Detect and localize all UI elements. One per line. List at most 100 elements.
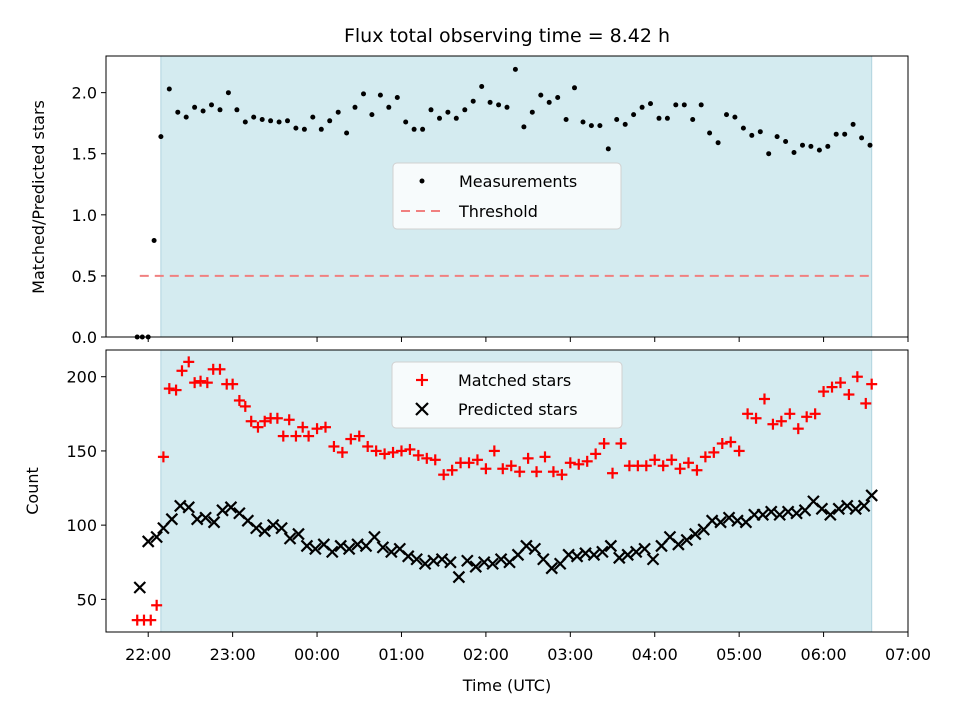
matched-star-point bbox=[387, 446, 399, 458]
y-tick-label: 100 bbox=[66, 516, 97, 535]
x-tick-label: 06:00 bbox=[801, 645, 847, 664]
measurement-point bbox=[285, 118, 290, 124]
bottom-legend: Matched stars Predicted stars bbox=[391, 361, 623, 429]
x-tick-label: 04:00 bbox=[632, 645, 678, 664]
predicted-star-point bbox=[342, 542, 356, 556]
measurement-point bbox=[774, 134, 780, 140]
matched-star-point bbox=[758, 393, 770, 405]
matched-star-point bbox=[201, 377, 213, 389]
top-x-ticks bbox=[147, 337, 909, 342]
measurement-point bbox=[850, 121, 856, 127]
predicted-star-point bbox=[832, 502, 846, 516]
matched-star-point bbox=[851, 371, 863, 383]
predicted-star-point bbox=[865, 489, 878, 502]
measurement-point bbox=[411, 126, 417, 132]
y-tick-label: 200 bbox=[66, 368, 97, 387]
measurement-point bbox=[209, 102, 214, 108]
predicted-star-point bbox=[849, 502, 862, 516]
matched-star-point bbox=[311, 423, 323, 435]
predicted-star-point bbox=[376, 541, 390, 554]
predicted-star-point bbox=[486, 557, 499, 571]
measurement-point bbox=[352, 104, 358, 110]
predicted-star-point bbox=[587, 548, 601, 562]
measurement-point bbox=[369, 112, 375, 118]
measurement-point bbox=[479, 84, 485, 89]
matched-star-point bbox=[446, 464, 458, 476]
matched-star-point bbox=[733, 445, 745, 457]
measurement-point bbox=[605, 146, 611, 152]
matched-star-point bbox=[801, 411, 813, 423]
matched-star-point bbox=[157, 451, 169, 463]
matched-star-point bbox=[742, 408, 754, 420]
predicted-star-point bbox=[815, 502, 829, 516]
matched-star-point bbox=[750, 412, 762, 424]
x-tick-label: 23:00 bbox=[210, 645, 256, 664]
measurement-point bbox=[529, 109, 535, 115]
predicted-star-point bbox=[216, 504, 229, 517]
x-tick-label: 05:00 bbox=[716, 645, 762, 664]
bottom-x-ticks: 22:00 23:00 00:00 01:00 02:00 03:00 04:00 05:00… bbox=[125, 632, 931, 664]
matched-star-point bbox=[657, 460, 669, 472]
matched-star-point bbox=[214, 363, 226, 375]
measurement-point bbox=[166, 86, 172, 92]
matched-star-point bbox=[497, 463, 509, 475]
matched-star-point bbox=[259, 415, 271, 427]
predicted-star-point bbox=[435, 552, 449, 566]
measurement-point bbox=[445, 109, 451, 115]
top-axes-frame bbox=[105, 55, 909, 338]
matched-star-point bbox=[277, 430, 289, 442]
bottom-axes-frame bbox=[105, 349, 909, 633]
measurement-point bbox=[588, 123, 594, 129]
measurement-point bbox=[361, 91, 366, 97]
bottom-legend-box bbox=[391, 361, 623, 429]
measurement-point bbox=[538, 92, 544, 98]
measurement-point bbox=[783, 139, 789, 144]
matched-star-point bbox=[463, 457, 475, 469]
measurement-point bbox=[225, 90, 231, 96]
matched-star-point bbox=[297, 421, 309, 433]
legend-matched-stars: Matched stars bbox=[458, 371, 571, 390]
predicted-star-point bbox=[207, 515, 221, 529]
measurement-point bbox=[386, 104, 392, 110]
predicted-star-point bbox=[756, 508, 770, 522]
predicted-star-point bbox=[545, 561, 559, 575]
matched-star-point bbox=[834, 377, 846, 389]
predicted-star-point bbox=[528, 542, 542, 556]
predicted-star-point bbox=[764, 505, 778, 519]
x-tick-label: 02:00 bbox=[463, 645, 509, 664]
matched-star-point bbox=[514, 466, 526, 478]
measurement-point bbox=[437, 115, 442, 121]
chart-title: Flux total observing time = 8.42 h bbox=[344, 25, 670, 47]
measurement-point bbox=[800, 142, 805, 148]
predicted-star-point bbox=[773, 508, 786, 522]
matched-star-point bbox=[809, 408, 821, 420]
matched-star-point bbox=[283, 414, 295, 426]
predicted-star-point bbox=[444, 555, 457, 569]
matched-star-point bbox=[666, 454, 678, 466]
measurement-point bbox=[251, 114, 257, 120]
matched-star-point bbox=[404, 443, 416, 455]
matched-star-point bbox=[539, 451, 551, 463]
predicted-star-point bbox=[461, 554, 474, 568]
x-tick-label: 22:00 bbox=[125, 645, 171, 664]
predicted-star-point bbox=[714, 515, 727, 529]
measurement-point bbox=[453, 115, 459, 121]
measurement-point bbox=[690, 117, 696, 122]
x-tick-label: 01:00 bbox=[378, 645, 424, 664]
matched-star-point bbox=[336, 446, 348, 458]
measurement-point bbox=[816, 147, 822, 153]
matched-star-point bbox=[691, 464, 703, 476]
measurement-point bbox=[791, 150, 797, 155]
predicted-star-point bbox=[672, 538, 685, 551]
matched-star-point bbox=[615, 438, 627, 450]
measurement-point bbox=[175, 109, 181, 115]
predicted-star-point bbox=[309, 542, 322, 556]
measurement-point bbox=[648, 101, 653, 107]
measurement-point bbox=[698, 102, 704, 108]
predicted-star-point bbox=[790, 506, 803, 520]
matched-star-point bbox=[607, 467, 619, 479]
predicted-star-point bbox=[570, 550, 584, 563]
measurement-point bbox=[276, 119, 282, 125]
measurement-point bbox=[681, 102, 687, 108]
measurement-point bbox=[234, 107, 240, 113]
